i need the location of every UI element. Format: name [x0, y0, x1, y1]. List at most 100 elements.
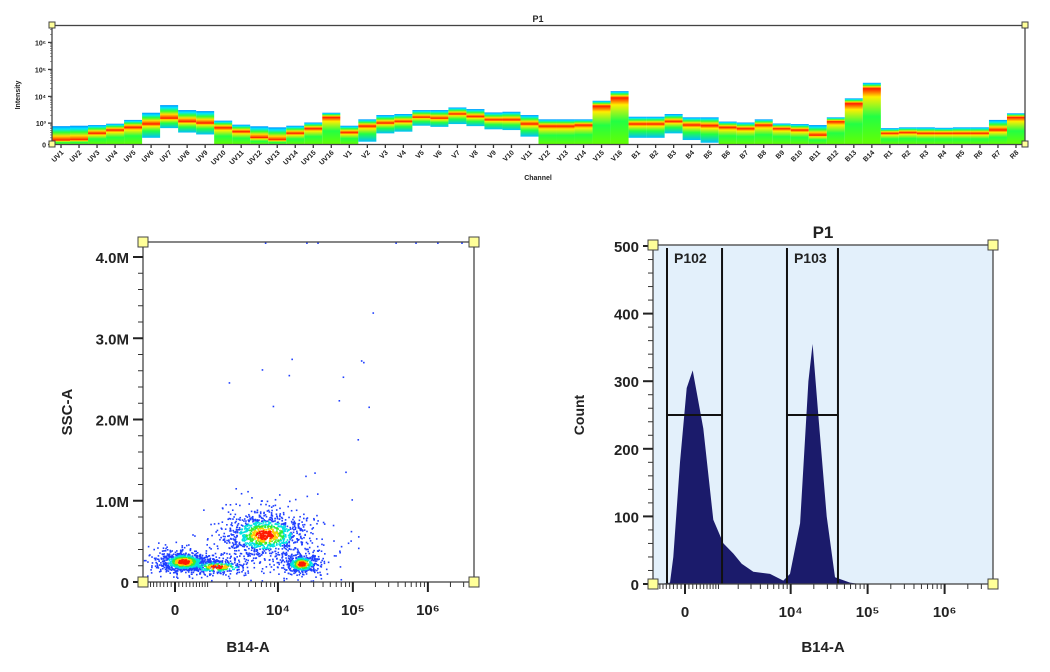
scatter-point — [291, 358, 293, 361]
scatter-point — [175, 569, 177, 572]
scatter-point — [224, 560, 227, 563]
scatter-point — [240, 532, 243, 534]
scatter-point — [179, 568, 182, 571]
y-tick-label: 200 — [614, 442, 639, 459]
scatter-point — [350, 540, 352, 542]
channel-column-r1 — [880, 128, 899, 145]
scatter-point — [290, 554, 293, 556]
scatter-point — [239, 528, 241, 531]
scatter-point — [285, 559, 288, 562]
scatter-point — [274, 520, 276, 522]
gate-handle[interactable] — [137, 576, 149, 588]
scatter-point — [179, 553, 182, 555]
gate-handle[interactable] — [468, 576, 480, 588]
scatter-point — [191, 565, 194, 568]
scatter-point — [159, 568, 162, 571]
scatter-point — [264, 519, 266, 522]
scatter-point — [284, 522, 287, 524]
scatter-point — [288, 548, 291, 550]
gate-handle[interactable] — [987, 578, 999, 590]
scatter-point — [298, 527, 301, 529]
y-tick-label: 0 — [121, 575, 129, 592]
scatter-point — [215, 566, 217, 568]
gate-handle[interactable] — [647, 239, 659, 251]
scatter-point — [214, 562, 216, 564]
scatter-point — [178, 563, 180, 565]
scatter-point — [282, 530, 285, 532]
scatter-point — [281, 519, 283, 522]
gate-handle[interactable] — [137, 236, 149, 248]
scatter-point — [248, 538, 250, 540]
scatter-point — [228, 577, 231, 580]
scatter-point — [284, 530, 287, 532]
scatter-point — [303, 560, 306, 563]
y-tick-label: 300 — [614, 374, 639, 391]
scatter-point — [196, 569, 198, 571]
scatter-point — [170, 565, 173, 568]
channel-column-b1 — [628, 116, 647, 138]
gate-handle[interactable] — [468, 236, 480, 248]
scatter-point — [246, 530, 248, 532]
scatter-point — [169, 556, 171, 558]
scatter-point — [190, 555, 192, 558]
scatter-point — [305, 555, 308, 557]
gate-handle[interactable] — [48, 140, 56, 148]
scatter-point — [192, 571, 195, 574]
scatter-point — [217, 568, 219, 571]
channel-columns — [52, 82, 1025, 145]
scatter-point — [192, 562, 195, 565]
scatter-point — [271, 545, 273, 548]
scatter-point — [269, 538, 271, 540]
scatter-point — [263, 534, 265, 537]
scatter-point — [234, 549, 236, 552]
scatter-point — [350, 530, 353, 533]
channel-column-uv11 — [232, 124, 251, 145]
gate-handle[interactable] — [987, 239, 999, 251]
scatter-point — [173, 559, 175, 561]
scatter-point — [247, 555, 249, 558]
scatter-point — [204, 556, 207, 559]
gate-handle[interactable] — [48, 21, 56, 29]
scatter-point — [226, 552, 228, 555]
scatter-point — [240, 524, 243, 526]
scatter-point — [306, 530, 308, 533]
gate-p102[interactable]: P102 — [665, 248, 724, 584]
scatter-point — [230, 555, 232, 558]
scatter-point — [211, 534, 213, 537]
scatter-point — [277, 539, 279, 541]
scatter-point — [282, 567, 285, 569]
channel-label: V12 — [538, 149, 552, 163]
scatter-point — [214, 552, 217, 555]
scatter-point — [282, 538, 284, 541]
channel-label: UV8 — [177, 149, 192, 164]
scatter-point — [274, 504, 277, 507]
scatter-point — [237, 528, 239, 531]
scatter-point — [250, 510, 253, 513]
scatter-point — [235, 536, 237, 539]
channel-label: R1 — [883, 149, 894, 160]
scatter-point — [176, 565, 179, 568]
scatter-point — [357, 439, 360, 441]
scatter-point — [363, 361, 365, 364]
gate-handle[interactable] — [1021, 140, 1029, 148]
scatter-point — [212, 574, 214, 577]
scatter-point — [309, 564, 312, 567]
scatter-point — [282, 533, 285, 535]
scatter-point — [234, 538, 237, 541]
gate-handle[interactable] — [1021, 21, 1029, 29]
scatter-point — [290, 509, 293, 512]
gate-p103[interactable]: P103 — [785, 248, 839, 584]
scatter-point — [236, 571, 239, 574]
scatter-point — [280, 561, 283, 564]
scatter-point — [217, 547, 219, 550]
scatter-point — [226, 559, 229, 562]
scatter-point — [266, 535, 269, 537]
gate-handle[interactable] — [647, 578, 659, 590]
scatter-point — [221, 528, 223, 530]
scatter-point — [264, 543, 266, 545]
scatter-point — [205, 554, 208, 557]
scatter-point — [306, 517, 309, 519]
scatter-point — [222, 571, 224, 574]
scatter-point — [172, 568, 175, 570]
scatter-point — [261, 530, 264, 533]
